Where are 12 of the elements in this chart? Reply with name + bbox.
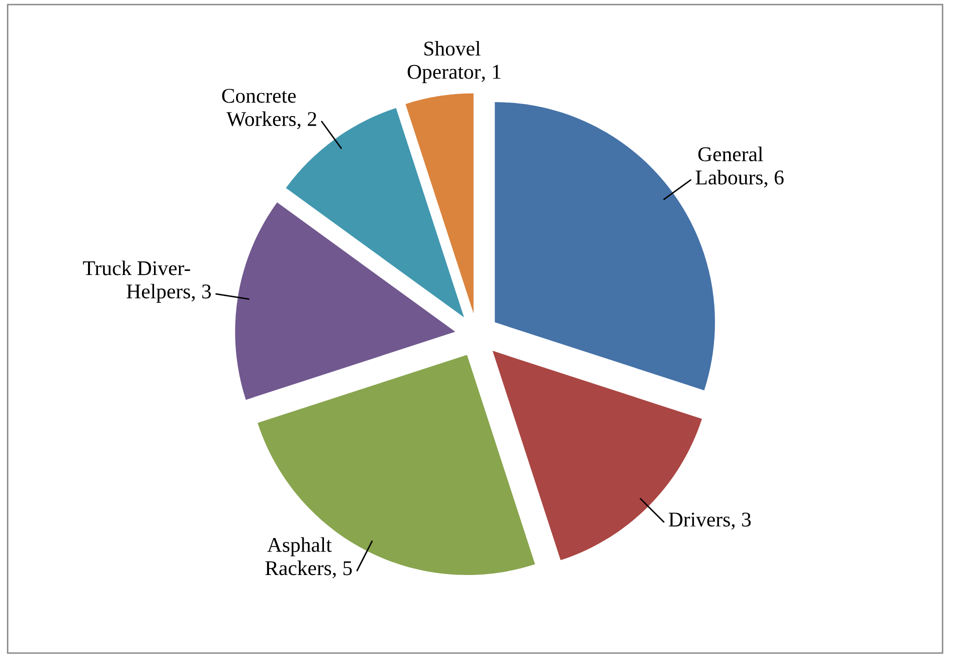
data-label: , 3 <box>731 512 751 530</box>
data-label: , 6 <box>764 170 784 188</box>
slice-label: General Labours <box>696 146 763 185</box>
data-label: , 3 <box>192 284 211 302</box>
slice-label: Drivers <box>668 512 730 527</box>
slice-label: Asphalt Rackers <box>265 537 332 576</box>
slice-label: Concrete Workers <box>222 88 296 126</box>
data-label: , 1 <box>482 64 500 82</box>
data-label: , 2 <box>297 112 316 130</box>
slice-label: Shovel Operator <box>408 40 481 84</box>
slice-label: Truck Diver-Helpers <box>83 260 190 303</box>
data-label: , 5 <box>332 561 352 578</box>
